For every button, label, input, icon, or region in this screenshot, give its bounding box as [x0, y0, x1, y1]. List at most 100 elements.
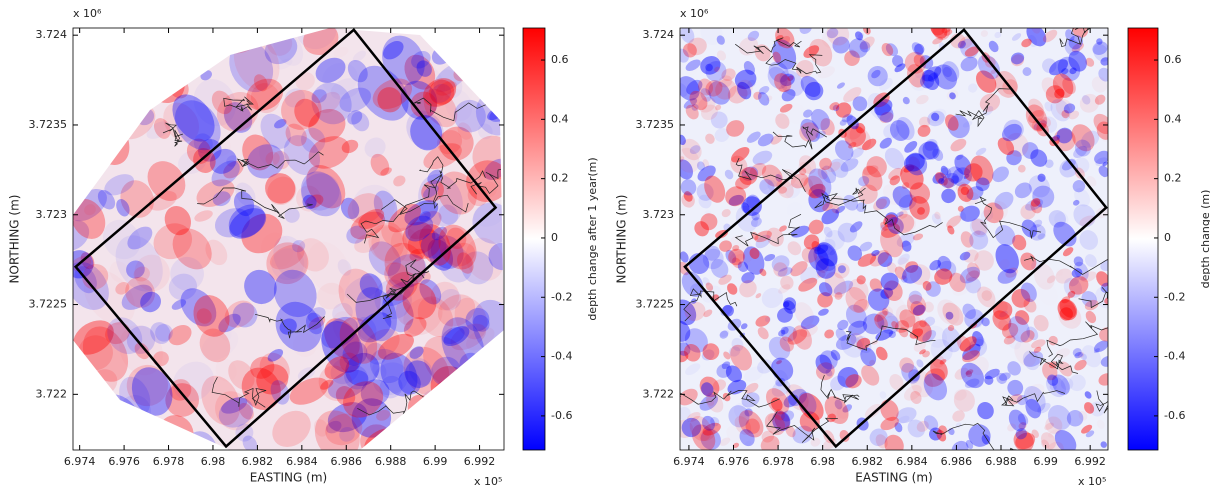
field-blob [1053, 128, 1076, 152]
field-blob [680, 406, 691, 420]
field-blob [738, 37, 759, 56]
field-blob [473, 314, 490, 332]
field-blob [1081, 271, 1097, 282]
field-blob [903, 384, 922, 401]
field-blob [423, 88, 458, 128]
field-blob [150, 322, 171, 345]
field-blob [1011, 288, 1031, 308]
field-blob [73, 70, 95, 94]
field-blob [741, 202, 750, 214]
field-blob [250, 83, 281, 114]
x-tick-label: 6.982 [242, 455, 274, 468]
x-axis-label: EASTING (m) [250, 471, 327, 485]
field-blob [390, 227, 421, 262]
field-blob [960, 362, 985, 389]
field-blob [1032, 219, 1043, 228]
field-blob [910, 390, 922, 404]
field-blob [1071, 124, 1095, 152]
field-blob [417, 296, 454, 338]
field-blob [1006, 132, 1029, 157]
field-blob [900, 275, 908, 283]
field-blob [938, 425, 947, 435]
x-tick-label: 6.98 [810, 455, 835, 468]
field-blob [922, 350, 930, 358]
field-blob [365, 342, 387, 365]
field-blob [308, 108, 346, 143]
field-blob [827, 161, 841, 173]
field-blob [821, 165, 837, 184]
field-blob [965, 440, 974, 450]
field-blob [708, 81, 731, 105]
field-blob [894, 63, 906, 73]
field-blob [792, 325, 812, 350]
axes-frame [679, 27, 1109, 451]
field-blob [1098, 165, 1108, 178]
field-blob [731, 146, 750, 163]
field-blob [437, 130, 463, 155]
field-blob [945, 311, 954, 320]
field-blob [908, 156, 921, 170]
field-blob [410, 115, 443, 151]
field-blob [882, 306, 894, 318]
field-blob [347, 59, 368, 83]
field-blob [892, 186, 913, 208]
field-blob [886, 262, 897, 273]
field-blob [981, 434, 991, 445]
field-blob [73, 198, 106, 239]
field-blob [492, 51, 504, 69]
field-blob [875, 329, 894, 341]
x-tick-label: 6.974 [64, 455, 96, 468]
field-blob [728, 405, 750, 428]
field-blob [977, 402, 994, 420]
field-blob [384, 262, 410, 289]
field-blob [835, 102, 852, 118]
field-blob [822, 438, 837, 450]
field-blob [984, 368, 1000, 380]
contour-line [1024, 255, 1108, 275]
field-blob [1040, 432, 1056, 450]
field-blob [742, 196, 762, 216]
field-blob [241, 213, 283, 254]
field-blob [902, 96, 910, 105]
field-blob [831, 204, 840, 214]
field-blob [87, 44, 131, 93]
field-blob [771, 255, 790, 272]
field-blob [680, 251, 689, 263]
field-blob [470, 28, 503, 58]
field-blob [407, 228, 441, 259]
field-blob [1057, 56, 1081, 82]
field-blob [929, 259, 942, 271]
field-blob [731, 257, 742, 269]
field-blob [852, 96, 868, 112]
field-blob [193, 148, 216, 173]
field-blob [439, 126, 474, 161]
field-blob [874, 314, 888, 330]
field-blob [888, 330, 896, 339]
field-blob [1100, 57, 1108, 66]
contour-line [1046, 321, 1108, 357]
y-axis-label: NORTHING (m) [8, 195, 22, 284]
field-blob [817, 167, 828, 180]
field-blob [746, 131, 761, 143]
field-blob [757, 91, 770, 106]
field-blob [113, 37, 126, 50]
field-blob [705, 61, 727, 82]
field-blob [727, 283, 738, 295]
field-blob [930, 338, 953, 362]
field-blob [787, 75, 794, 81]
field-blob [490, 29, 504, 59]
x-tick-label: 6.986 [941, 455, 973, 468]
field-blob [835, 328, 847, 341]
field-blob [740, 323, 748, 330]
field-blob [904, 51, 927, 74]
field-blob [307, 307, 326, 323]
field-blob [1011, 33, 1022, 41]
field-blob [1069, 67, 1077, 75]
field-blob [115, 235, 163, 292]
field-blob [875, 196, 891, 210]
field-blob [730, 344, 753, 371]
field-blob [1037, 402, 1051, 414]
field-blob [959, 336, 977, 352]
field-blob [767, 66, 788, 89]
field-blob [469, 45, 487, 61]
